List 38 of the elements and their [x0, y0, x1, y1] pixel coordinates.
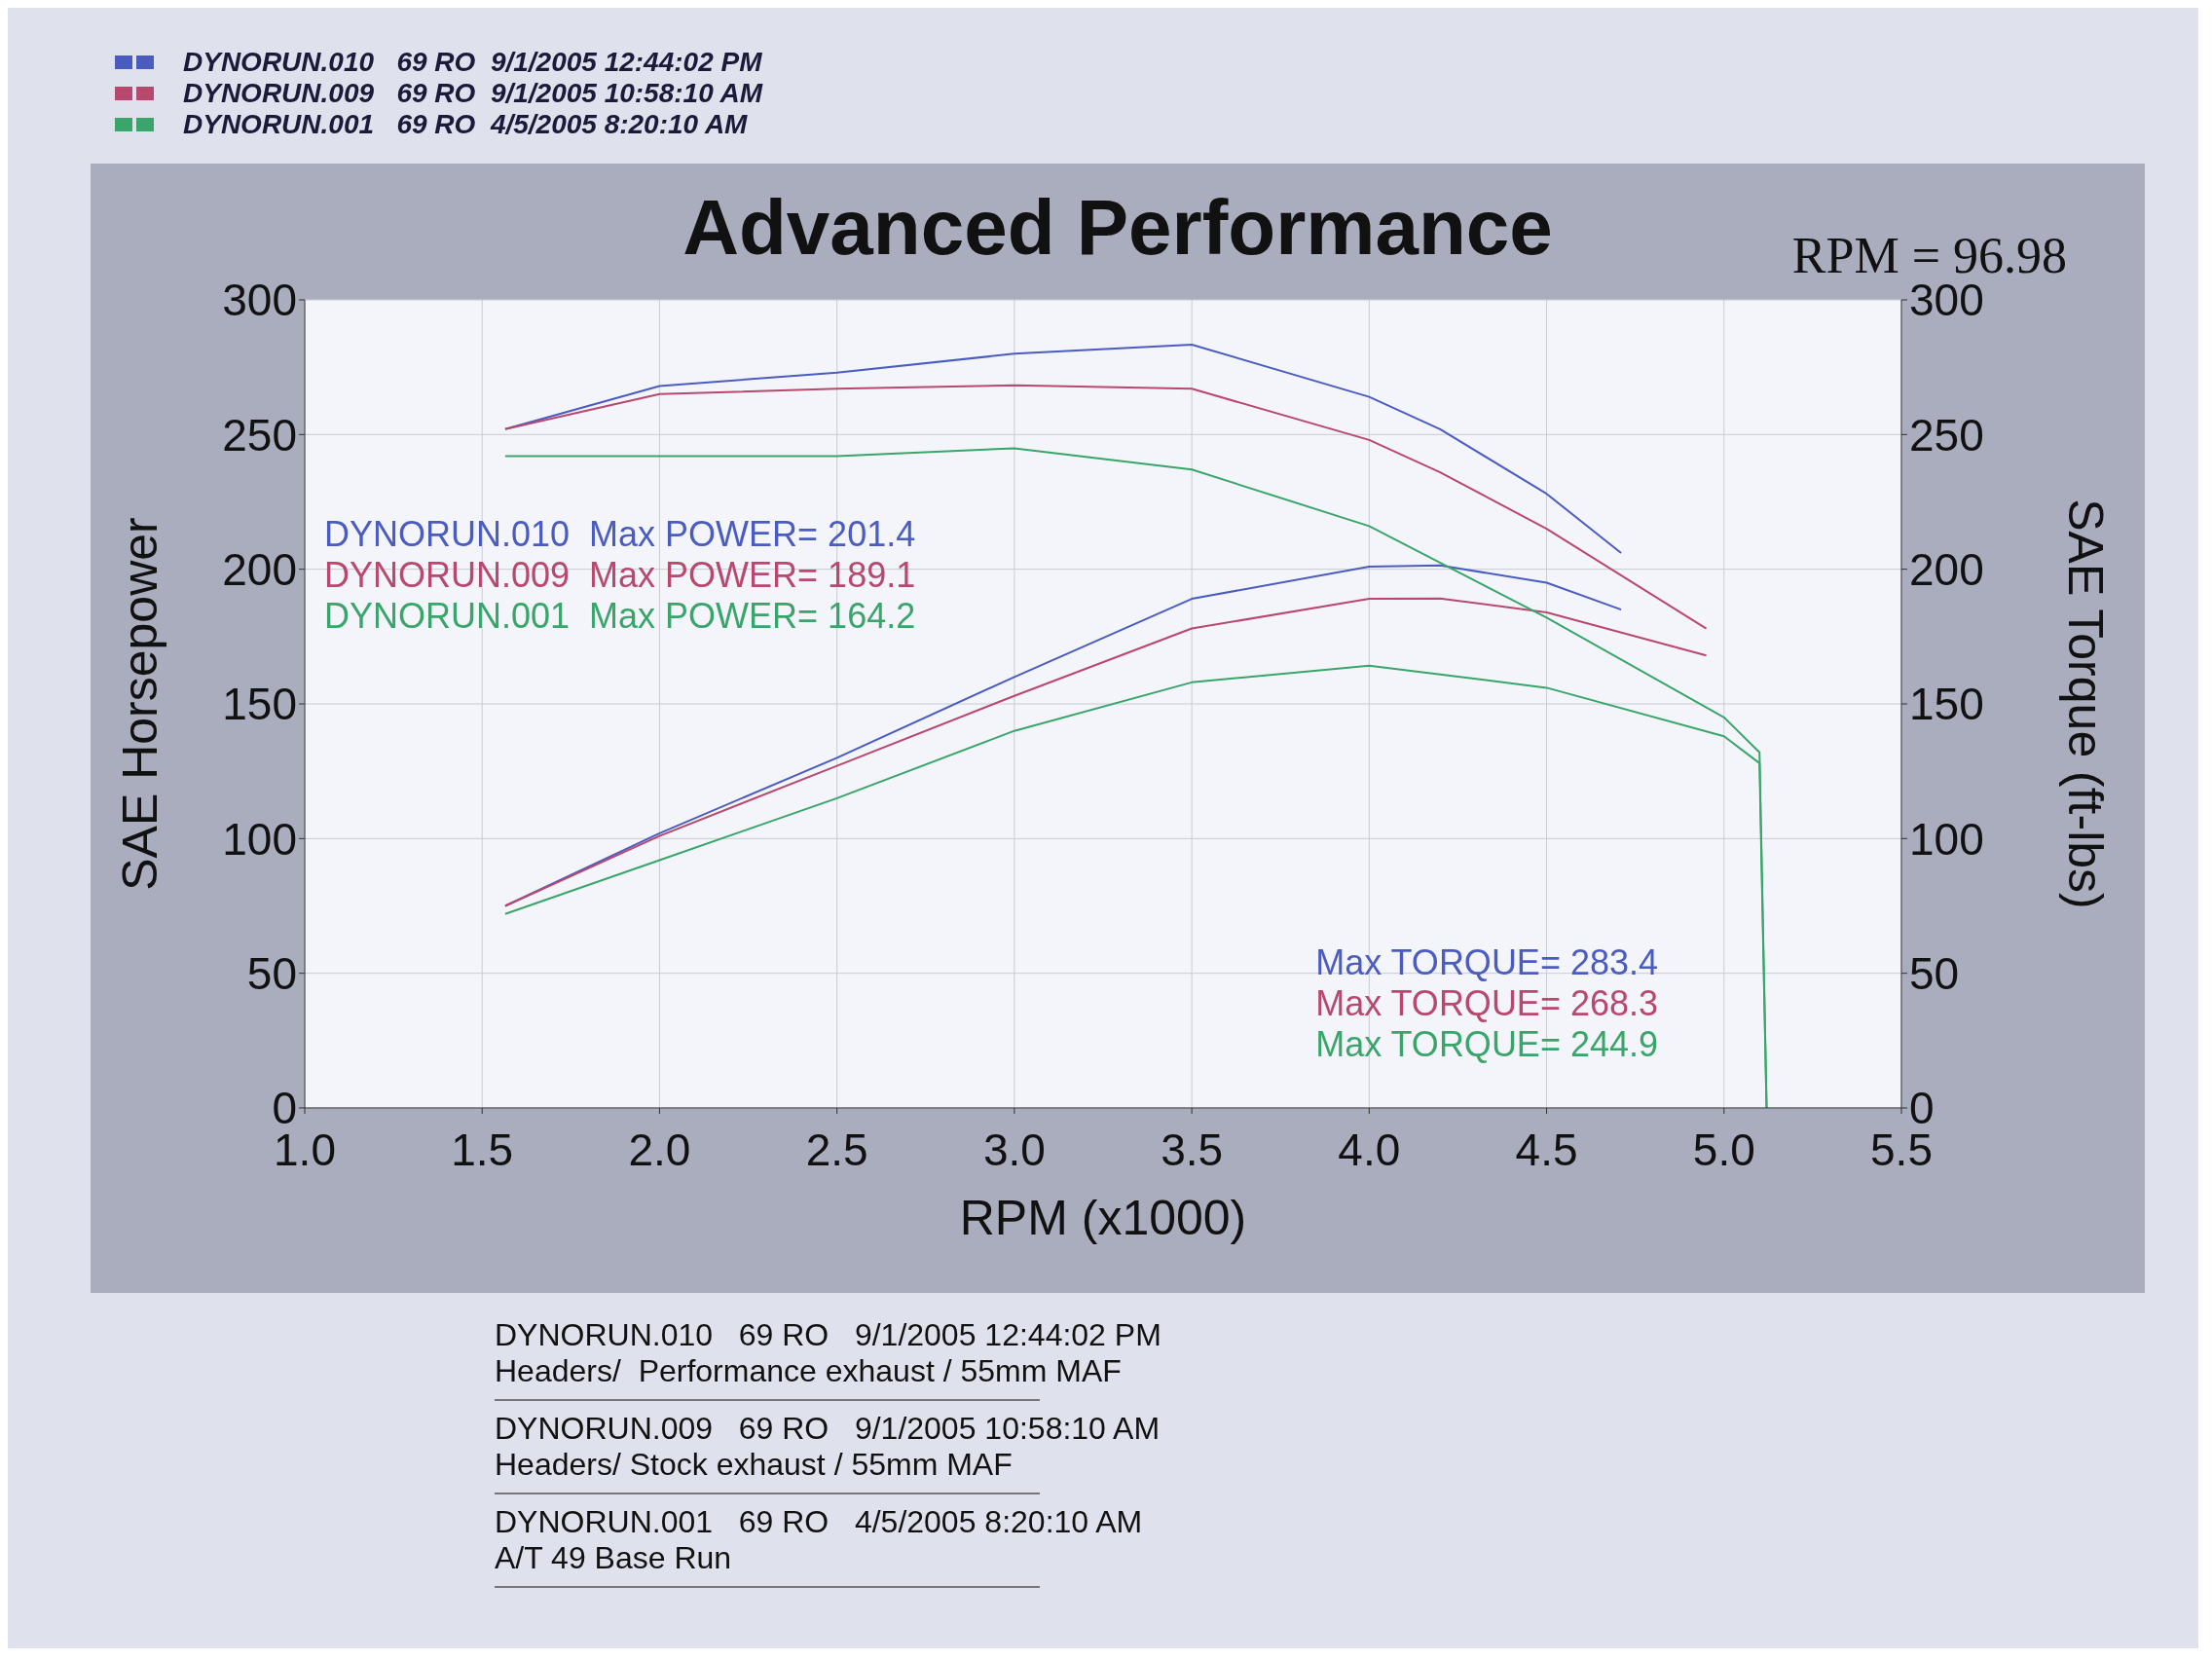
- chart-title: Advanced Performance: [682, 184, 1553, 271]
- text: DYNORUN.001 69 RO 4/5/2005 8:20:10 AM: [495, 1504, 1143, 1540]
- y-tick-label: 100: [222, 813, 297, 865]
- y2-tick-label: 50: [1909, 948, 1960, 999]
- y2-tick-label: 200: [1909, 544, 1984, 595]
- x-tick-label: 4.0: [1338, 1124, 1401, 1175]
- x-axis-title: RPM (x1000): [959, 1191, 1247, 1245]
- text: DYNORUN.010 69 RO 9/1/2005 12:44:02 PM: [495, 1317, 1161, 1353]
- y-tick-label: 300: [222, 275, 297, 326]
- x-tick-label: 4.5: [1515, 1124, 1578, 1175]
- y-tick-label: 150: [222, 679, 297, 730]
- text: Headers/ Performance exhaust / 55mm MAF: [495, 1353, 1122, 1389]
- y-tick-label: 250: [222, 409, 297, 461]
- y-tick-label: 200: [222, 544, 297, 595]
- y2-tick-label: 250: [1909, 409, 1984, 461]
- annotation: DYNORUN.001 Max POWER= 164.2: [324, 596, 916, 637]
- x-tick-label: 2.0: [628, 1124, 691, 1175]
- legend-label: DYNORUN.009 69 RO 9/1/2005 10:58:10 AM: [183, 78, 763, 109]
- x-tick-label: 3.0: [982, 1124, 1046, 1175]
- x-tick-label: 3.5: [1161, 1124, 1224, 1175]
- y2-tick-label: 100: [1909, 813, 1984, 865]
- annotation: Max TORQUE= 283.4: [1315, 942, 1658, 983]
- text: DYNORUN.009 69 RO 9/1/2005 10:58:10 AM: [495, 1411, 1161, 1447]
- y-tick-label: 50: [246, 948, 297, 999]
- legend-label: DYNORUN.001 69 RO 4/5/2005 8:20:10 AM: [183, 109, 748, 140]
- annotation: Max TORQUE= 268.3: [1315, 983, 1658, 1024]
- x-tick-label: 2.5: [805, 1124, 868, 1175]
- x-tick-label: 5.0: [1692, 1124, 1755, 1175]
- annotation: DYNORUN.010 Max POWER= 201.4: [324, 514, 916, 555]
- text: A/T 49 Base Run: [495, 1540, 733, 1576]
- annotation: Max TORQUE= 244.9: [1315, 1024, 1658, 1065]
- legend-label: DYNORUN.010 69 RO 9/1/2005 12:44:02 PM: [183, 47, 762, 78]
- text: Headers/ Stock exhaust / 55mm MAF: [495, 1447, 1014, 1483]
- y2-axis-title: SAE Torque (ft-lbs): [2058, 498, 2114, 909]
- y2-tick-label: 150: [1909, 679, 1984, 730]
- x-tick-label: 1.5: [451, 1124, 514, 1175]
- y-axis-title: SAE Horsepower: [112, 517, 167, 891]
- annotation: DYNORUN.009 Max POWER= 189.1: [324, 555, 916, 596]
